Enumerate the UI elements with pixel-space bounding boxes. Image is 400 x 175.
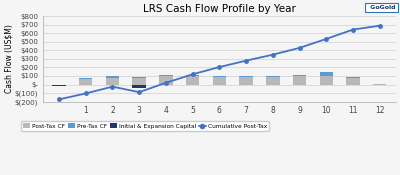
- Bar: [186, 75, 199, 76]
- Bar: [373, 84, 386, 85]
- Bar: [240, 77, 253, 85]
- Bar: [79, 78, 92, 79]
- Bar: [266, 76, 280, 77]
- Bar: [293, 76, 306, 85]
- Bar: [132, 77, 146, 78]
- Bar: [213, 77, 226, 85]
- Bar: [266, 77, 280, 85]
- Bar: [159, 76, 172, 85]
- Bar: [213, 76, 226, 77]
- Bar: [52, 85, 66, 86]
- Bar: [240, 76, 253, 77]
- Text: GoGold: GoGold: [366, 5, 396, 10]
- Bar: [106, 78, 119, 85]
- Legend: Post-Tax CF, Pre-Tax CF, Initial & Expansion Capital, Cumulative Post-Tax: Post-Tax CF, Pre-Tax CF, Initial & Expan…: [21, 121, 269, 131]
- Y-axis label: Cash Flow (US$M): Cash Flow (US$M): [4, 25, 13, 93]
- Bar: [320, 76, 333, 85]
- Bar: [346, 78, 360, 85]
- Bar: [132, 78, 146, 85]
- Bar: [132, 85, 146, 88]
- Title: LRS Cash Flow Profile by Year: LRS Cash Flow Profile by Year: [143, 4, 296, 14]
- Bar: [293, 75, 306, 76]
- Bar: [79, 79, 92, 85]
- Bar: [186, 76, 199, 85]
- Bar: [106, 76, 119, 78]
- Bar: [159, 75, 172, 76]
- Bar: [346, 77, 360, 78]
- Bar: [320, 72, 333, 76]
